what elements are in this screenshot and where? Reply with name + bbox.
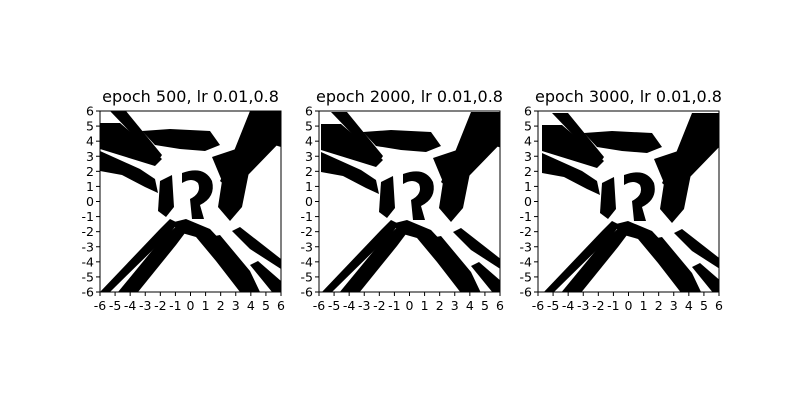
- y-tick-label: -1: [301, 209, 313, 224]
- y-tick-label: 3: [524, 149, 532, 164]
- y-tick-label: -2: [301, 224, 313, 239]
- x-tick-label: -6: [94, 298, 107, 313]
- y-tick-label: 3: [305, 149, 313, 164]
- x-tick-label: -4: [124, 298, 137, 313]
- x-tick-label: -3: [577, 298, 589, 313]
- y-tick-label: -6: [82, 285, 95, 300]
- x-tick-label: -2: [373, 298, 385, 313]
- x-tick-label: -6: [313, 298, 326, 313]
- x-tick-label: 2: [655, 298, 663, 313]
- chart-title: epoch 3000, lr 0.01,0.8: [535, 87, 722, 106]
- x-tick-label: 0: [406, 298, 414, 313]
- x-tick-label: 1: [421, 298, 429, 313]
- x-tick-label: 6: [496, 298, 504, 313]
- y-tick-label: 2: [524, 164, 532, 179]
- y-tick-label: 6: [86, 104, 94, 119]
- x-tick-label: 3: [232, 298, 240, 313]
- y-tick-label: 1: [86, 179, 94, 194]
- x-tick-label: -5: [328, 298, 340, 313]
- y-tick-label: -2: [520, 224, 532, 239]
- chart-panel-1: epoch 500, lr 0.01,0.8-6 -5 -4 -3 -2 -1 0 1 2 3 4 5…: [82, 87, 285, 313]
- y-tick-label: 5: [524, 119, 532, 134]
- x-tick-label: -3: [139, 298, 151, 313]
- y-tick-label: -5: [301, 269, 313, 284]
- y-tick-label: -3: [82, 239, 94, 254]
- x-tick-label: -2: [592, 298, 604, 313]
- chart-title: epoch 500, lr 0.01,0.8: [102, 87, 279, 106]
- chart-title: epoch 2000, lr 0.01,0.8: [316, 87, 503, 106]
- x-tick-label: 4: [247, 298, 255, 313]
- x-tick-label: 2: [436, 298, 444, 313]
- x-tick-label: 3: [670, 298, 678, 313]
- x-tick-label: -1: [388, 298, 400, 313]
- y-tick-label: -6: [301, 285, 314, 300]
- x-tick-label: -4: [343, 298, 356, 313]
- x-tick-label: -6: [532, 298, 545, 313]
- y-tick-label: -6: [520, 285, 533, 300]
- y-tick-label: 6: [524, 104, 532, 119]
- x-tick-label: -4: [562, 298, 575, 313]
- y-tick-label: 5: [86, 119, 94, 134]
- y-tick-label: 2: [305, 164, 313, 179]
- x-tick-label: -5: [547, 298, 559, 313]
- y-tick-label: 4: [86, 134, 94, 149]
- y-tick-label: -1: [82, 209, 94, 224]
- y-tick-label: -3: [301, 239, 313, 254]
- x-tick-label: -5: [109, 298, 121, 313]
- x-tick-label: 2: [217, 298, 225, 313]
- x-tick-label: 0: [187, 298, 195, 313]
- y-tick-label: 0: [86, 194, 94, 209]
- x-tick-label: 1: [640, 298, 648, 313]
- x-tick-label: -1: [169, 298, 181, 313]
- y-tick-label: 5: [305, 119, 313, 134]
- y-tick-label: 0: [524, 194, 532, 209]
- chart-panel-3: epoch 3000, lr 0.01,0.8-6 -5 -4 -3 -2 -1 0 1 2 3 4…: [520, 87, 723, 313]
- y-tick-label: 2: [86, 164, 94, 179]
- y-tick-label: 6: [305, 104, 313, 119]
- x-tick-label: -1: [607, 298, 619, 313]
- y-tick-label: -4: [301, 254, 314, 269]
- y-tick-label: -2: [82, 224, 94, 239]
- x-tick-label: -3: [358, 298, 370, 313]
- y-tick-label: 4: [305, 134, 313, 149]
- y-tick-label: 0: [305, 194, 313, 209]
- y-tick-label: 1: [305, 179, 313, 194]
- chart-panel-2: epoch 2000, lr 0.01,0.8-6 -5 -4 -3 -2 -1 0 1 2 3 4…: [301, 87, 504, 313]
- x-tick-label: 5: [262, 298, 270, 313]
- y-tick-label: -4: [82, 254, 95, 269]
- x-tick-label: 6: [277, 298, 285, 313]
- y-tick-label: 4: [524, 134, 532, 149]
- y-tick-label: 3: [86, 149, 94, 164]
- x-tick-label: 4: [685, 298, 693, 313]
- x-tick-label: 5: [700, 298, 708, 313]
- y-tick-label: -4: [520, 254, 533, 269]
- y-tick-label: 1: [524, 179, 532, 194]
- x-tick-label: 5: [481, 298, 489, 313]
- y-tick-label: -1: [520, 209, 532, 224]
- y-tick-label: -3: [520, 239, 532, 254]
- x-tick-label: 4: [466, 298, 474, 313]
- x-tick-label: 6: [715, 298, 723, 313]
- x-tick-label: 1: [202, 298, 210, 313]
- charts-layer: epoch 500, lr 0.01,0.8-6 -5 -4 -3 -2 -1 0 1 2 3 4 5…: [82, 87, 723, 313]
- x-tick-label: 3: [451, 298, 459, 313]
- y-tick-label: -5: [82, 269, 94, 284]
- x-tick-label: -2: [154, 298, 166, 313]
- x-tick-label: 0: [625, 298, 633, 313]
- y-tick-label: -5: [520, 269, 532, 284]
